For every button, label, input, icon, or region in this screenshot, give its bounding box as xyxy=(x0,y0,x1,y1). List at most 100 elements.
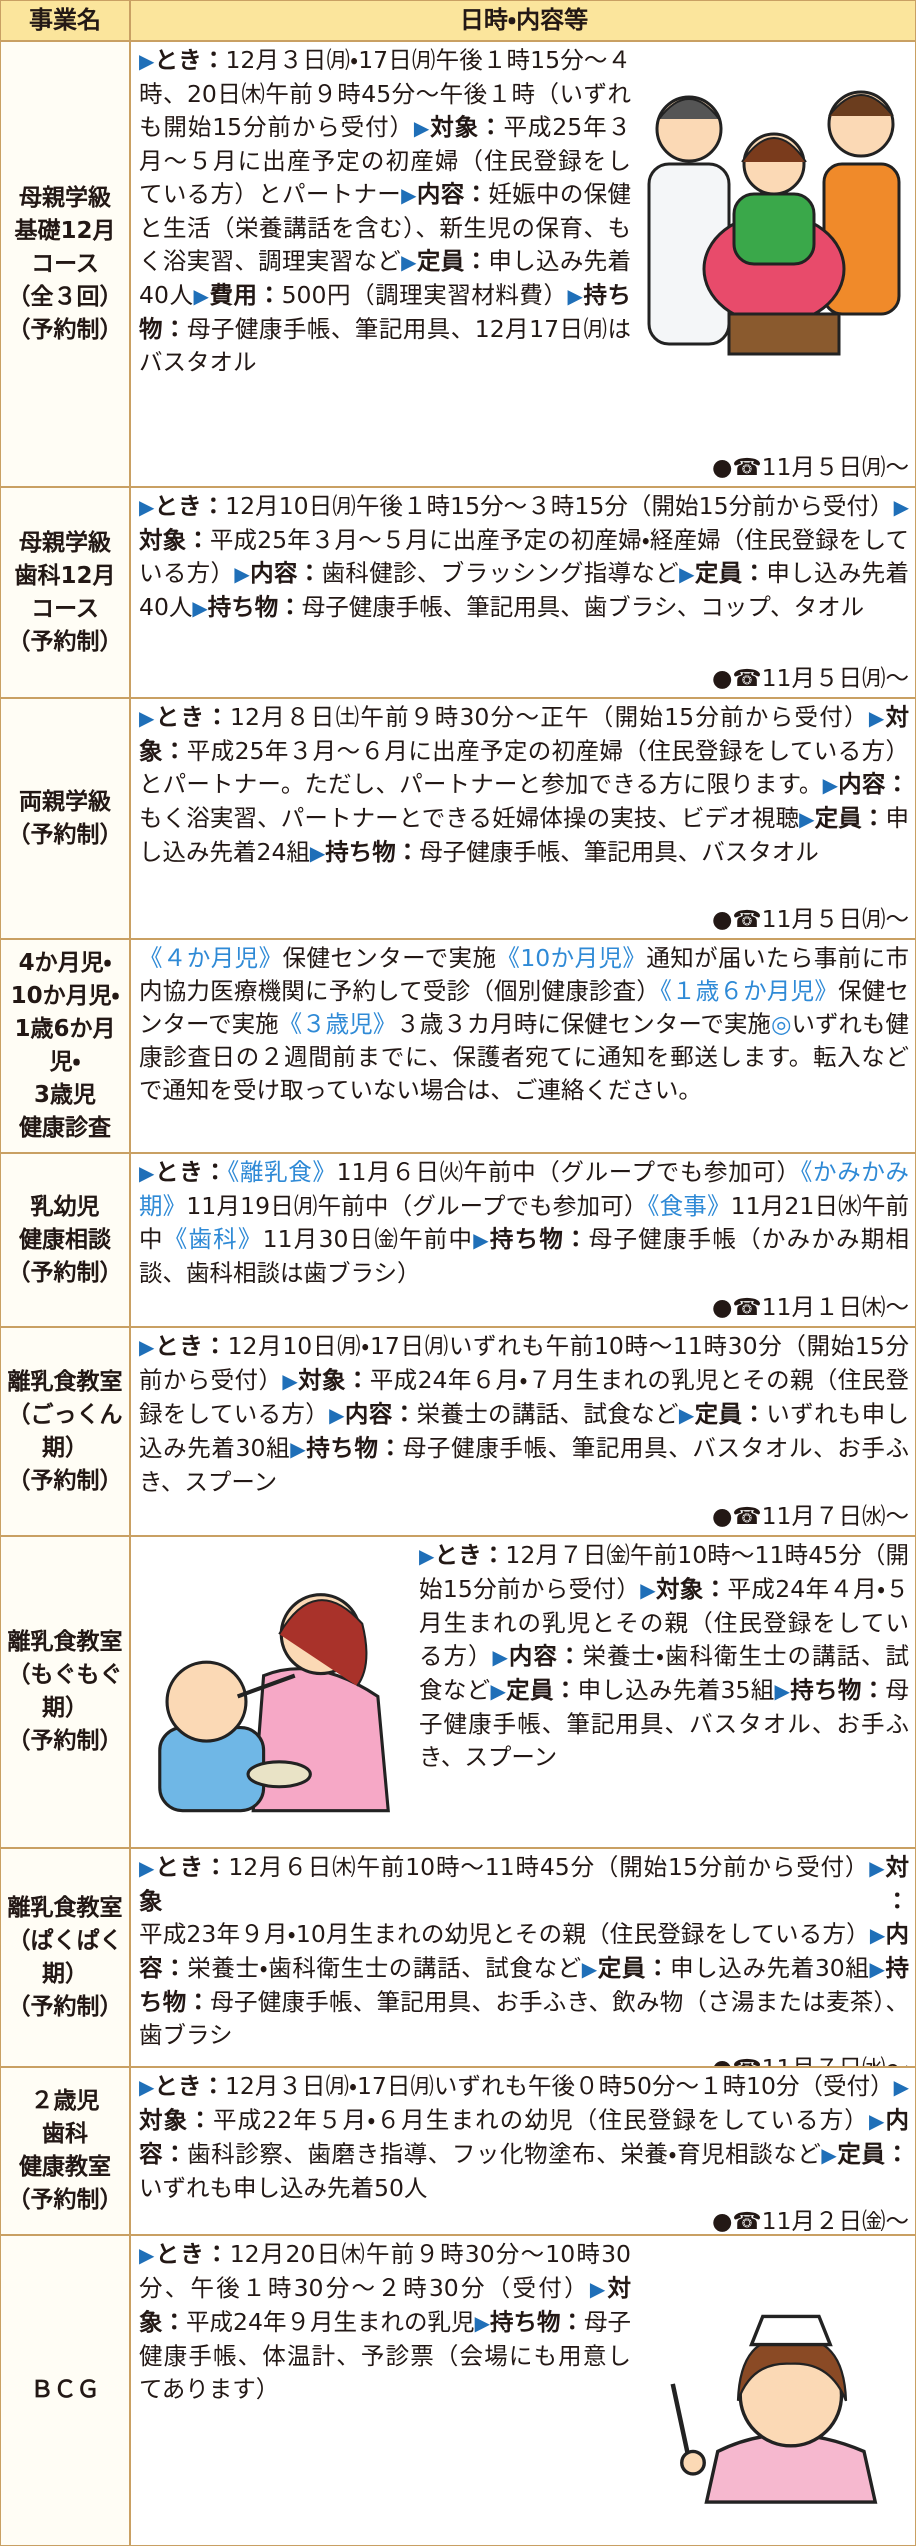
details-body: とき：12月６日㈭午前10時～11時45分（開始15分前から受付）対象：平成23… xyxy=(139,1851,909,2052)
item-text: 12月10日㈪・17日㈪いずれも午前10時～11時30分（開始15分前から受付） xyxy=(139,1332,909,1394)
item-text: 11月19日㈪午前中（グループでも参加可） xyxy=(186,1192,648,1220)
table-row: 離乳食教室 （ぱくぱく期） （予約制） とき：12月６日㈭午前10時～11時45分（開… xyxy=(1,1849,915,2068)
item-text: 平成24年６月・７月生まれの乳児とその親（住民登録をしている方） xyxy=(139,1366,910,1428)
item-text: 申し込み先着40人 xyxy=(139,247,632,309)
program-details: とき：12月20日㈭午前９時30分～10時30分、午後１時30分～２時30分（受… xyxy=(131,2236,915,2545)
details-body: 《４か月児》保健センターで実施《10か月児》通知が届いたら事前に市内協力医療機関… xyxy=(139,942,909,1150)
program-name: ＢＣＧ xyxy=(1,2236,131,2545)
program-name-line: （ぱくぱく期） xyxy=(7,1927,123,1987)
item-label: 持ち物： xyxy=(290,1434,403,1462)
program-name-line: 3歳児 xyxy=(33,1082,96,1108)
program-name: 4か月児・ 10か月児・ 1歳6か月児・ 3歳児 健康診査 xyxy=(1,940,131,1152)
item-label: 内容： xyxy=(823,770,909,798)
contact: ●☎11月７日㈬～ xyxy=(139,2052,909,2066)
program-name-line: （全３回） xyxy=(7,283,123,310)
program-name-line: （予約制） xyxy=(7,1467,123,1494)
item-text: もく浴実習、パートナーとできる妊婦体操の実技、ビデオ視聴 xyxy=(139,804,800,832)
program-name-line: 健康診査 xyxy=(19,1115,111,1141)
item-text: いずれも健康診査日の２週間前までに、保護者宛てに通知を郵送します。転入などで通知… xyxy=(139,1010,910,1104)
table-row: ＢＣＧ とき：12月20日㈭午前９時30分～10時30分、午後１時30分～２時3… xyxy=(1,2236,915,2545)
program-name-line: 健康教室 xyxy=(19,2154,111,2180)
program-name-line: （予約制） xyxy=(7,1259,123,1286)
item-label: 定員： xyxy=(582,1954,670,1982)
item-text: 12月10日㈪午後１時15分～３時15分（開始15分前から受付） xyxy=(225,492,894,520)
item-label: 持ち物： xyxy=(192,593,301,621)
item-text: いずれも申し込み先着30組 xyxy=(139,1400,910,1462)
program-name-line: （予約制） xyxy=(7,2187,123,2213)
item-text: 歯科健診、ブラッシング指導など xyxy=(321,559,680,587)
item-highlight: 《４か月児》 xyxy=(139,944,283,972)
item-label: 内容： xyxy=(234,559,321,587)
details-body: とき：《離乳食》11月６日㈫午前中（グループでも参加可）《かみかみ期》11月19… xyxy=(139,1156,909,1291)
item-highlight: 《10か月児》 xyxy=(496,944,647,972)
item-text: 500円（調理実習材料費） xyxy=(281,281,568,309)
item-label: とき： xyxy=(139,703,230,731)
program-name-line: 歯科 xyxy=(42,2121,88,2147)
contact: ●☎11月１日㈭～ xyxy=(711,1293,909,1321)
item-text: 栄養士の講話、試食など xyxy=(416,1400,679,1428)
program-name-line: （予約制） xyxy=(7,628,123,655)
item-text: 平成25年３月～５月に出産予定の初産婦（住民登録をしている方）とパートナー xyxy=(139,113,631,208)
item-text: 12月３日㈪・17日㈪午後１時15分～４時、20日㈭午前９時45分～午後１時（い… xyxy=(139,46,631,141)
item-label: 内容： xyxy=(493,1642,583,1670)
program-details: とき：12月３日㈪・17日㈪いずれも午後０時50分～１時10分（受付）対象：平成… xyxy=(131,2068,915,2234)
program-name-line: 4か月児・ xyxy=(18,950,112,976)
item-text: 平成25年３月～５月に出産予定の初産婦・経産婦（住民登録をしている方） xyxy=(139,526,910,587)
program-name-line: コース xyxy=(31,595,99,622)
item-text: 母子健康手帳、筆記用具、バスタオル、お手ふき、スプーン xyxy=(139,1434,910,1496)
item-text: 平成24年４月・５月生まれの乳児とその親（住民登録をしている方） xyxy=(419,1575,909,1670)
program-details: とき：12月10日㈪・17日㈪いずれも午前10時～11時30分（開始15分前から… xyxy=(131,1328,915,1535)
details-body: とき：12月10日㈪午後１時15分～３時15分（開始15分前から受付）対象：平成… xyxy=(139,490,909,662)
item-text: 申し込み先着30組 xyxy=(670,1954,870,1982)
program-name-line: 母親学級 xyxy=(19,184,111,211)
header-details: 日時・内容等 xyxy=(459,6,589,34)
item-text: 保健センターで実施 xyxy=(282,944,497,972)
item-label: とき： xyxy=(139,1853,228,1881)
program-details: とき：12月６日㈭午前10時～11時45分（開始15分前から受付）対象：平成23… xyxy=(131,1849,915,2066)
program-name-line: 歯科12月 xyxy=(14,562,116,589)
item-label: 持ち物： xyxy=(473,1225,589,1253)
item-text: 申し込み先着24組 xyxy=(139,804,909,866)
item-text: 申し込み先着40人 xyxy=(139,559,910,621)
program-name-line: （予約制） xyxy=(7,316,123,343)
item-text: 11月30日㈮午前中 xyxy=(262,1225,474,1253)
item-text: 妊娠中の保健と生活（栄養講話を含む）、新生児の保育、もく浴実習、調理実習など xyxy=(139,180,632,275)
item-label: 対象： xyxy=(282,1366,369,1394)
contact: ●☎11月５日㈪～ xyxy=(711,664,909,692)
illustration-feeding xyxy=(158,1593,390,1813)
program-name: 離乳食教室 （ぱくぱく期） （予約制） xyxy=(1,1849,131,2066)
item-highlight: 《離乳食》 xyxy=(227,1158,337,1186)
item-label: 費用： xyxy=(194,281,282,309)
item-label: とき： xyxy=(419,1541,505,1569)
program-details: とき：12月３日㈪・17日㈪午後１時15分～４時、20日㈭午前９時45分～午後１… xyxy=(131,42,915,486)
item-text: 12月８日㈯午前９時30分～正午（開始15分前から受付） xyxy=(230,703,869,731)
details-body: とき：12月３日㈪・17日㈪いずれも午後０時50分～１時10分（受付）対象：平成… xyxy=(139,2070,909,2205)
item-text: ３歳３カ月時に保健センターで実施 xyxy=(396,1010,771,1038)
contact: ●☎11月５日㈪～ xyxy=(711,453,909,481)
program-details: とき：12月７日㈮午前10時～11時45分（開始15分前から受付）対象：平成24… xyxy=(131,1537,915,1847)
item-label: とき： xyxy=(139,2240,230,2268)
program-name-line: 母親学級 xyxy=(19,529,111,556)
item-text: 母子健康手帳、筆記用具、バスタオル、お手ふき、スプーン xyxy=(419,1676,910,1771)
program-name-line: 1歳6か月児・ xyxy=(14,1016,116,1075)
item-text: いずれも申し込み先着50人 xyxy=(139,2174,428,2202)
program-name: ２歳児 歯科 健康教室 （予約制） xyxy=(1,2068,131,2234)
item-label: 対象： xyxy=(414,113,504,141)
item-text: 栄養士・歯科衛生士の講話、試食など xyxy=(187,1954,582,1982)
program-details: とき：12月10日㈪午後１時15分～３時15分（開始15分前から受付）対象：平成… xyxy=(131,488,915,697)
item-label: 対象： xyxy=(640,1575,727,1603)
program-name-line: 健康相談 xyxy=(19,1226,111,1253)
program-name-line: 離乳食教室 xyxy=(7,1368,123,1395)
program-name: 乳幼児健康相談 （予約制） xyxy=(1,1154,131,1326)
item-text: 12月３日㈪・17日㈪いずれも午後０時50分～１時10分（受付） xyxy=(224,2072,894,2100)
program-name-line: （予約制） xyxy=(7,1728,123,1754)
program-details: 《４か月児》保健センターで実施《10か月児》通知が届いたら事前に市内協力医療機関… xyxy=(131,940,915,1152)
program-name-line: 乳幼児 xyxy=(30,1193,100,1220)
item-text: 母子健康手帳、筆記用具、歯ブラシ、コップ、タオル xyxy=(301,593,865,621)
item-label: 定員： xyxy=(679,1400,766,1428)
item-text: 栄養士・歯科衛生士の講話、試食など xyxy=(419,1642,910,1704)
item-text: 歯科診察、歯磨き指導、フッ化物塗布、栄養・育児相談など xyxy=(187,2140,822,2168)
